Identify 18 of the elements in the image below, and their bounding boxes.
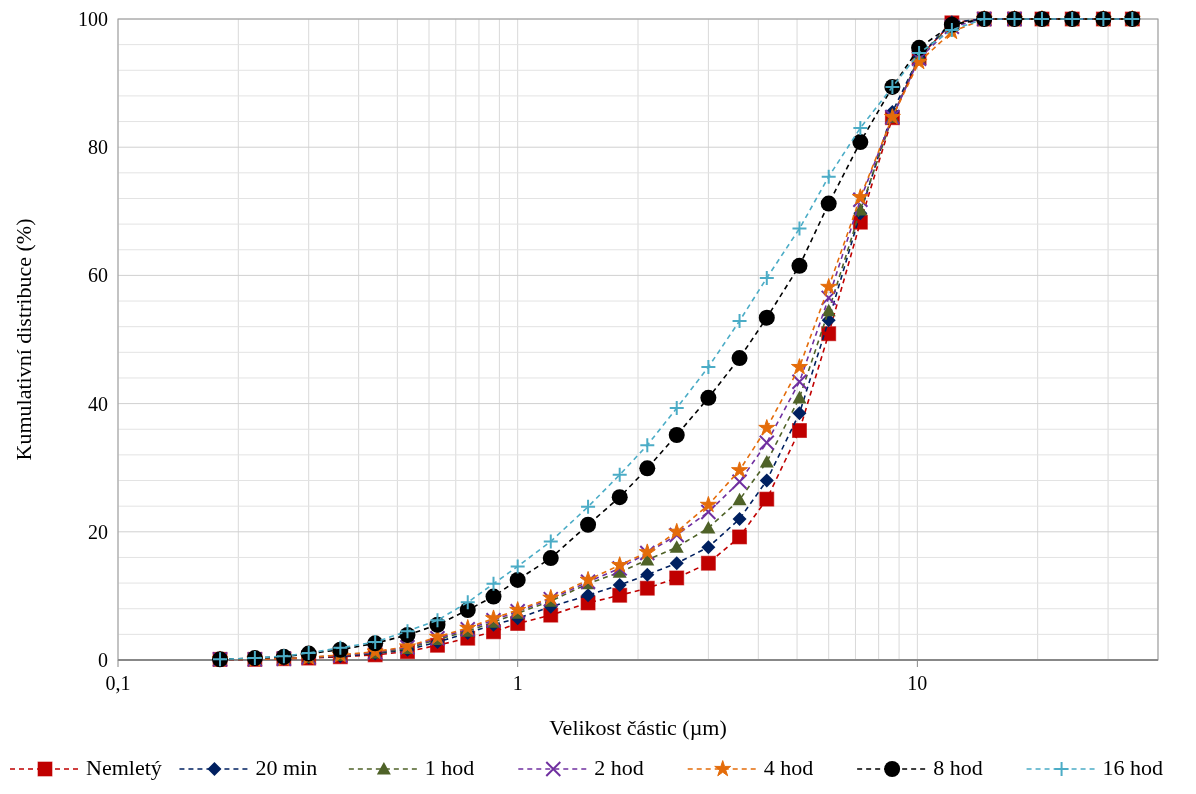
y-tick-label: 60 xyxy=(88,264,108,287)
y-tick-label: 0 xyxy=(98,649,108,671)
y-tick-label: 40 xyxy=(88,392,108,415)
legend-label: 2 hod xyxy=(594,755,644,780)
y-axis-title: Kumulativní distribuce (%) xyxy=(11,218,36,461)
x-tick-label: 1 xyxy=(512,672,523,694)
legend-label: 4 hod xyxy=(763,755,814,780)
legend-label: 20 min xyxy=(255,755,318,780)
y-tick-label: 80 xyxy=(88,136,108,159)
y-tick-label: 100 xyxy=(78,8,108,30)
legend-label: 8 hod xyxy=(933,755,983,780)
legend-label: 16 hod xyxy=(1102,755,1164,780)
x-axis-title: Velikost částic (µm) xyxy=(549,715,727,740)
legend-label: 1 hod xyxy=(424,755,475,780)
x-tick-label: 0,1 xyxy=(105,672,131,694)
x-tick-label: 10 xyxy=(907,672,928,694)
y-tick-label: 20 xyxy=(88,520,108,543)
legend-label: Nemletý xyxy=(86,755,162,780)
